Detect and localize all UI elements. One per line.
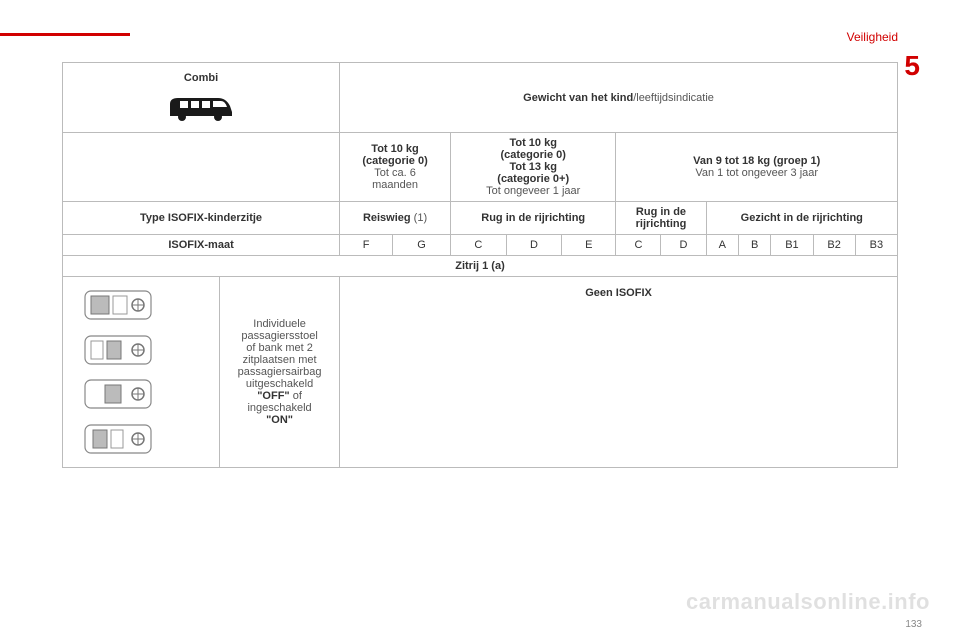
row1-label-cell: Zitrij 1 (a)	[63, 256, 898, 277]
seat-diagram-icon	[83, 285, 153, 325]
type-rug-2a: Rug in de	[636, 206, 686, 218]
wcat-0plus: Tot 10 kg (categorie 0) Tot 13 kg (categ…	[451, 133, 616, 202]
size-D1: D	[506, 235, 562, 256]
type-gezicht: Gezicht in de rijrichting	[706, 202, 897, 235]
seat-desc-off: "OFF"	[257, 390, 289, 402]
seat-desc-line: zitplaatsen met	[243, 354, 317, 366]
type-gezicht-b: Gezicht in de rijrichting	[741, 212, 863, 224]
row1-label: Zitrij 1 (a)	[455, 260, 505, 272]
seat-diagram-icon	[83, 330, 153, 370]
size-label-cell: ISOFIX-maat	[63, 235, 340, 256]
size-G: G	[393, 235, 451, 256]
seat-desc-line: passagiersairbag	[238, 366, 322, 378]
weight-label-bold: Gewicht van het kind	[523, 92, 633, 104]
wcat-1-b1: Van 9 tot 18 kg (groep 1)	[693, 155, 820, 167]
type-label: Type ISOFIX-kinderzitje	[140, 212, 262, 224]
seat-desc-line: ingeschakeld	[247, 402, 311, 414]
size-B: B	[738, 235, 770, 256]
type-label-cell: Type ISOFIX-kinderzitje	[63, 202, 340, 235]
size-B3: B3	[855, 235, 897, 256]
seat-diagram-icon	[83, 419, 153, 459]
seat-diagram-icon	[83, 374, 153, 414]
combi-header-cell: Combi	[63, 63, 340, 133]
size-E: E	[562, 235, 616, 256]
wcat-1: Van 9 tot 18 kg (groep 1) Van 1 tot onge…	[616, 133, 898, 202]
size-C2: C	[616, 235, 661, 256]
size-D2: D	[661, 235, 706, 256]
size-C1: C	[451, 235, 507, 256]
isofix-table: Combi Gewicht van het kind/leeftijdsindi…	[62, 62, 898, 468]
wcat-0-b2: (categorie 0)	[362, 155, 427, 167]
weight-label-light: /leeftijdsindicatie	[633, 92, 714, 104]
empty-cell	[63, 133, 340, 202]
size-A: A	[706, 235, 738, 256]
seat-diagrams	[63, 277, 173, 467]
wcat-0-b1: Tot 10 kg	[371, 143, 418, 155]
weight-header-cell: Gewicht van het kind/leeftijdsindicatie	[340, 63, 898, 133]
van-icon	[69, 90, 333, 124]
wcat-0p-b1: Tot 10 kg	[509, 137, 556, 149]
wcat-0p-b2: (categorie 0)	[500, 149, 565, 161]
size-F: F	[340, 235, 393, 256]
wcat-0p-b4: (categorie 0+)	[497, 173, 569, 185]
wcat-0p-l1: Tot ongeveer 1 jaar	[486, 185, 580, 197]
size-label: ISOFIX-maat	[168, 239, 233, 251]
seat-desc-line: passagiersstoel	[241, 330, 317, 342]
wcat-0-l2: maanden	[372, 179, 418, 191]
seat-desc-cell: Individuele passagiersstoel of bank met …	[220, 277, 340, 468]
seat-desc-line: Individuele	[253, 318, 306, 330]
type-rug-2b: rijrichting	[636, 218, 687, 230]
watermark: carmanualsonline.info	[686, 589, 930, 615]
accent-bar	[0, 33, 130, 36]
section-title: Veiligheid	[847, 30, 898, 44]
type-rug-1-b: Rug in de rijrichting	[481, 212, 585, 224]
combi-label: Combi	[184, 72, 218, 84]
type-reiswieg-l: (1)	[411, 212, 428, 224]
wcat-0-l1: Tot ca. 6	[374, 167, 416, 179]
seat-desc-line: of bank met 2	[246, 342, 313, 354]
no-isofix-label: Geen ISOFIX	[585, 287, 652, 299]
size-B1: B1	[771, 235, 813, 256]
type-rug-2: Rug in derijrichting	[616, 202, 706, 235]
wcat-1-l1: Van 1 tot ongeveer 3 jaar	[695, 167, 818, 179]
type-reiswieg-b: Reiswieg	[363, 212, 411, 224]
seat-diagrams-cell	[63, 277, 220, 468]
no-isofix-cell: Geen ISOFIX	[340, 277, 898, 468]
chapter-number: 5	[904, 50, 920, 82]
seat-desc-on: "ON"	[266, 414, 293, 426]
wcat-0: Tot 10 kg (categorie 0) Tot ca. 6 maande…	[340, 133, 451, 202]
seat-desc-line: uitgeschakeld	[246, 378, 313, 390]
type-reiswieg: Reiswieg (1)	[340, 202, 451, 235]
seat-desc-line: of	[290, 390, 302, 402]
wcat-0p-b3: Tot 13 kg	[509, 161, 556, 173]
size-B2: B2	[813, 235, 855, 256]
type-rug-1: Rug in de rijrichting	[451, 202, 616, 235]
page-number: 133	[905, 619, 922, 630]
